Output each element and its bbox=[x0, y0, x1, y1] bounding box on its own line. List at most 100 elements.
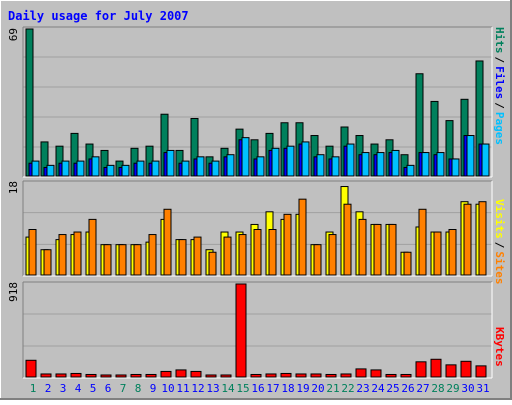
visits-bar-sites bbox=[463, 203, 472, 276]
visits-bar-sites bbox=[163, 208, 172, 276]
kbytes-bar-kbytes bbox=[295, 373, 307, 378]
day-label: 24 bbox=[371, 382, 385, 395]
hits-legend: Hits / Files / Pages bbox=[493, 27, 506, 145]
kbytes-bar-kbytes bbox=[235, 283, 247, 378]
visits-bar-sites bbox=[388, 223, 397, 276]
hits-bar-pages bbox=[301, 141, 310, 177]
visits-bar-sites bbox=[238, 234, 247, 276]
visits-bar-sites bbox=[73, 231, 82, 276]
visits-bar-sites bbox=[478, 201, 487, 276]
kbytes-bar-kbytes bbox=[115, 374, 127, 378]
day-label: 7 bbox=[120, 382, 127, 395]
kbytes-bar-kbytes bbox=[280, 372, 292, 378]
visits-bar-sites bbox=[328, 234, 337, 276]
day-label: 31 bbox=[476, 382, 489, 395]
legend-pages: Pages bbox=[493, 112, 506, 145]
legend-kbytes: KBytes bbox=[493, 327, 506, 367]
visits-bar-sites bbox=[343, 203, 352, 276]
hits-bar-pages bbox=[226, 154, 235, 177]
hits-bar-pages bbox=[106, 164, 115, 177]
day-label: 20 bbox=[311, 382, 324, 395]
visits-bar-sites bbox=[28, 229, 37, 276]
visits-bar-sites bbox=[208, 251, 217, 276]
hits-bar-pages bbox=[61, 160, 70, 177]
visits-bar-sites bbox=[373, 223, 382, 276]
kbytes-ymax-label: 918 bbox=[7, 282, 20, 302]
hits-bar-pages bbox=[166, 149, 175, 177]
day-label: 8 bbox=[135, 382, 142, 395]
hits-bar-pages bbox=[241, 137, 250, 177]
visits-bar-sites bbox=[418, 208, 427, 276]
visits-bar-sites bbox=[268, 229, 277, 276]
kbytes-bar-kbytes bbox=[190, 370, 202, 378]
day-label: 27 bbox=[416, 382, 429, 395]
kbytes-plot-area bbox=[23, 282, 492, 378]
visits-bar-sites bbox=[103, 244, 112, 276]
hits-ymax-label: 69 bbox=[7, 28, 20, 41]
visits-bar-sites bbox=[88, 218, 97, 276]
day-label: 28 bbox=[431, 382, 444, 395]
kbytes-bar-kbytes bbox=[160, 370, 172, 378]
kbytes-bar-kbytes bbox=[475, 365, 487, 378]
visits-bar-sites bbox=[403, 251, 412, 276]
hits-bar-pages bbox=[481, 143, 490, 177]
hits-bar-pages bbox=[436, 152, 445, 177]
kbytes-bar-kbytes bbox=[130, 373, 142, 378]
day-label: 11 bbox=[176, 382, 189, 395]
kbytes-bar-kbytes bbox=[40, 373, 52, 378]
hits-bar-pages bbox=[421, 152, 430, 177]
day-label: 3 bbox=[60, 382, 67, 395]
visits-bar-sites bbox=[448, 229, 457, 276]
day-label: 2 bbox=[45, 382, 52, 395]
visits-legend: Visits / Sites bbox=[493, 199, 506, 285]
hits-bar-pages bbox=[271, 147, 280, 177]
day-label: 26 bbox=[401, 382, 414, 395]
kbytes-bar-kbytes bbox=[55, 373, 67, 378]
visits-panel bbox=[22, 180, 493, 277]
day-label: 29 bbox=[446, 382, 459, 395]
kbytes-bar-kbytes bbox=[175, 369, 187, 378]
legend-sep: / bbox=[493, 242, 506, 249]
legend-sep: / bbox=[493, 57, 506, 64]
kbytes-bar-kbytes bbox=[355, 368, 367, 378]
hits-bar-pages bbox=[256, 156, 265, 177]
day-label: 9 bbox=[150, 382, 157, 395]
hits-bar-pages bbox=[181, 160, 190, 177]
day-label: 18 bbox=[281, 382, 294, 395]
hits-bar-pages bbox=[76, 160, 85, 177]
hits-bar-pages bbox=[406, 164, 415, 177]
kbytes-bar-kbytes bbox=[430, 358, 442, 378]
day-label: 13 bbox=[206, 382, 219, 395]
kbytes-bar-kbytes bbox=[400, 373, 412, 378]
hits-bar-pages bbox=[451, 158, 460, 177]
day-label: 19 bbox=[296, 382, 309, 395]
kbytes-bar-kbytes bbox=[385, 373, 397, 378]
day-label: 23 bbox=[356, 382, 369, 395]
day-label: 14 bbox=[221, 382, 235, 395]
day-label: 16 bbox=[251, 382, 264, 395]
hits-bar-pages bbox=[121, 164, 130, 177]
visits-bar-sites bbox=[253, 229, 262, 276]
kbytes-bar-kbytes bbox=[370, 369, 382, 378]
hits-bar-pages bbox=[211, 160, 220, 177]
kbytes-bar-kbytes bbox=[250, 373, 262, 378]
kbytes-bar-kbytes bbox=[310, 373, 322, 378]
hits-bar-pages bbox=[376, 152, 385, 177]
legend-hits: Hits bbox=[493, 27, 506, 54]
day-label: 25 bbox=[386, 382, 399, 395]
visits-bar-sites bbox=[148, 234, 157, 276]
visits-bar-sites bbox=[283, 213, 292, 276]
hits-bar-pages bbox=[91, 156, 100, 177]
kbytes-bar-kbytes bbox=[220, 374, 232, 378]
hits-bar-pages bbox=[361, 152, 370, 177]
hits-bar-pages bbox=[331, 156, 340, 177]
kbytes-bar-kbytes bbox=[70, 372, 82, 378]
hits-bar-pages bbox=[391, 149, 400, 177]
day-label: 5 bbox=[90, 382, 97, 395]
kbytes-bar-kbytes bbox=[25, 359, 37, 378]
hits-bar-pages bbox=[136, 160, 145, 177]
hits-panel bbox=[22, 26, 493, 178]
hits-bar-pages bbox=[346, 143, 355, 177]
